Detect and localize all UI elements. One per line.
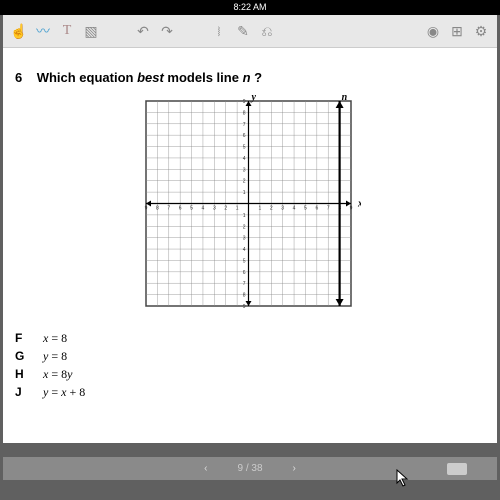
- mouse-cursor-icon: [396, 469, 410, 490]
- svg-text:8: 8: [242, 293, 245, 299]
- answer-choice: F x = 8: [15, 331, 485, 346]
- answer-label: G: [15, 349, 27, 363]
- question-text: 6 Which equation best models line n ?: [15, 70, 485, 85]
- svg-text:1: 1: [235, 206, 238, 212]
- graph-container: 998877665544332211112233445566778899yxn: [15, 95, 485, 321]
- pen-tool-icon[interactable]: 〰: [33, 21, 53, 41]
- svg-text:2: 2: [224, 206, 227, 212]
- answer-equation: y = 8: [43, 349, 67, 364]
- eraser-icon[interactable]: ✎: [233, 21, 253, 41]
- answer-choices: F x = 8 G y = 8 H x = 8y J y = x + 8: [15, 331, 485, 400]
- svg-text:7: 7: [242, 122, 245, 128]
- svg-text:6: 6: [242, 133, 245, 139]
- svg-text:4: 4: [201, 206, 204, 212]
- svg-text:5: 5: [304, 206, 307, 212]
- prev-page-button[interactable]: ‹: [204, 463, 207, 474]
- svg-text:7: 7: [326, 206, 329, 212]
- highlighter-icon[interactable]: ⧘: [209, 21, 229, 41]
- answer-label: F: [15, 331, 27, 345]
- svg-text:8: 8: [242, 110, 245, 116]
- svg-text:x: x: [357, 199, 361, 210]
- next-page-button[interactable]: ›: [293, 463, 296, 474]
- svg-text:7: 7: [242, 281, 245, 287]
- svg-text:1: 1: [258, 206, 261, 212]
- answer-equation: x = 8: [43, 331, 67, 346]
- clear-icon[interactable]: ⎌: [257, 21, 277, 41]
- svg-text:9: 9: [242, 99, 245, 105]
- svg-text:n: n: [341, 95, 347, 103]
- svg-text:9: 9: [349, 206, 352, 212]
- clock: 8:22 AM: [233, 2, 266, 12]
- answer-equation: y = x + 8: [43, 385, 85, 400]
- undo-icon[interactable]: ↶: [133, 21, 153, 41]
- image-tool-icon[interactable]: ▧: [81, 21, 101, 41]
- svg-text:5: 5: [242, 258, 245, 264]
- answer-label: H: [15, 367, 27, 381]
- answer-choice: J y = x + 8: [15, 385, 485, 400]
- answer-choice: G y = 8: [15, 349, 485, 364]
- svg-text:3: 3: [242, 167, 245, 173]
- svg-text:1: 1: [242, 190, 245, 196]
- svg-text:7: 7: [167, 206, 170, 212]
- text-tool-icon[interactable]: T: [57, 21, 77, 41]
- svg-text:2: 2: [242, 224, 245, 230]
- settings-icon[interactable]: ⚙: [471, 21, 491, 41]
- svg-text:4: 4: [242, 247, 245, 253]
- app-frame: ☝ 〰 T ▧ ↶ ↷ ⧘ ✎ ⎌ ◉ ⊞ ⚙ 6 Which equation…: [0, 15, 500, 500]
- coordinate-graph: 998877665544332211112233445566778899yxn: [140, 95, 361, 316]
- svg-text:6: 6: [242, 270, 245, 276]
- page-nav-bar: ‹ 9 / 38 ›: [3, 457, 497, 480]
- svg-text:3: 3: [281, 206, 284, 212]
- svg-text:2: 2: [242, 179, 245, 185]
- question-number: 6: [15, 70, 22, 85]
- answer-choice: H x = 8y: [15, 367, 485, 382]
- svg-text:y: y: [250, 95, 256, 103]
- options-icon[interactable]: ⊞: [447, 21, 467, 41]
- page-indicator: 9 / 38: [237, 463, 262, 474]
- status-bar: 8:22 AM: [0, 0, 500, 15]
- svg-text:3: 3: [242, 236, 245, 242]
- touch-tool-icon[interactable]: ☝: [9, 21, 29, 41]
- svg-text:9: 9: [242, 304, 245, 310]
- presentation-button[interactable]: [447, 463, 467, 475]
- svg-text:5: 5: [242, 145, 245, 151]
- document-content: 6 Which equation best models line n ? 9 9…: [3, 48, 497, 443]
- answer-label: J: [15, 385, 27, 399]
- svg-text:1: 1: [242, 213, 245, 219]
- color-icon[interactable]: ◉: [423, 21, 443, 41]
- toolbar: ☝ 〰 T ▧ ↶ ↷ ⧘ ✎ ⎌ ◉ ⊞ ⚙: [3, 15, 497, 48]
- svg-text:4: 4: [292, 206, 295, 212]
- svg-text:3: 3: [212, 206, 215, 212]
- svg-text:5: 5: [190, 206, 193, 212]
- svg-text:4: 4: [242, 156, 245, 162]
- svg-text:8: 8: [155, 206, 158, 212]
- svg-text:6: 6: [315, 206, 318, 212]
- svg-text:6: 6: [178, 206, 181, 212]
- svg-text:9: 9: [144, 206, 147, 212]
- answer-equation: x = 8y: [43, 367, 72, 382]
- svg-text:2: 2: [269, 206, 272, 212]
- redo-icon[interactable]: ↷: [157, 21, 177, 41]
